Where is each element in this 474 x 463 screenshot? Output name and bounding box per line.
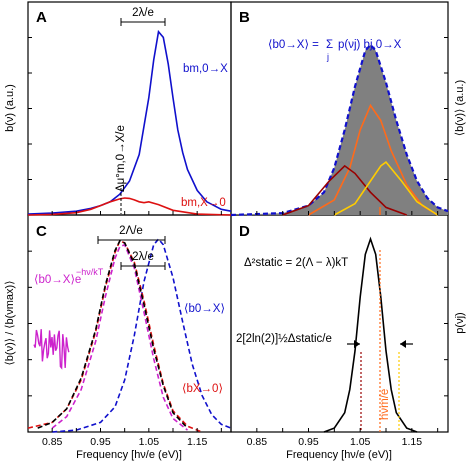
- panel-d-series-0: [323, 236, 418, 433]
- panel-c-outer-label: 2Λ/e: [119, 225, 143, 237]
- panel-d-label: D: [239, 223, 250, 240]
- panel-b-formula-lhs: ⟨b0→X⟩ =: [268, 38, 319, 51]
- panel-a-dashed-label: Δμ°m,0→X/e: [115, 125, 127, 192]
- panel-a-annotations: 2λ/e Δμ°m,0→X/e bm,0→X bm,X→0: [115, 7, 228, 214]
- panel-b-series-2: [282, 164, 407, 216]
- panel-d-hvm-label: hνm/e: [379, 389, 391, 420]
- panel-c-series-2: [51, 243, 188, 431]
- panel-d-xtick-label-3: 1.15: [402, 436, 423, 448]
- panel-a-red-label: bm,X→0: [181, 197, 226, 209]
- panel-c-frame: [27, 214, 232, 433]
- panel-a-series-0: [27, 29, 232, 215]
- chart-marks: 0.85 0.95 1.05 1.15 0.85 0.95 1.05 1.15: [27, 29, 449, 448]
- panel-c-series-3: [37, 239, 189, 429]
- panel-d-left-arrowhead: [354, 340, 360, 348]
- panel-b-formula-rhs: p(νj) bj,0→X: [338, 39, 402, 51]
- panel-d-xtick-label-1: 0.95: [298, 436, 319, 448]
- panel-b-series-3: [333, 161, 439, 216]
- panel-d-right-arrowhead: [400, 340, 406, 348]
- panel-d-ylabel: p(νj): [454, 312, 466, 333]
- panel-a-bracket-label: 2λ/e: [132, 7, 154, 19]
- panel-c-ylabel: ⟨b(ν)⟩ / ⟨b(νmax)⟩: [4, 280, 16, 365]
- panel-c-magenta-label: ⟨b0→X⟩e: [34, 273, 81, 286]
- panel-c-xtick-label-2: 1.05: [139, 436, 160, 448]
- panel-b-ylabel: ⟨b(ν)⟩ (a.u.): [454, 80, 466, 136]
- panel-c-inner-label: 2λ/e: [132, 251, 154, 263]
- panel-d-width-label: 2[2ln(2)]½Δstatic/e: [236, 333, 332, 345]
- panel-c-xlabel: Frequency [hν/e (eV)]: [76, 449, 182, 461]
- panel-d-annotations: Δ²static = 2(Λ − λ)kT 2[2ln(2)]½Δstatic/…: [236, 250, 413, 432]
- panel-c-xtick-label-3: 1.15: [187, 436, 208, 448]
- panel-d-xtick-label-2: 1.05: [350, 436, 371, 448]
- panel-c-blue-label: ⟨b0→X⟩: [184, 302, 225, 315]
- panel-b-series-1: [308, 103, 439, 216]
- panel-b-formula-sub: j: [326, 52, 329, 62]
- panel-b-formula-sum: Σ: [326, 39, 333, 51]
- panel-b-series-0: [230, 43, 449, 217]
- panel-c-annotations: 2Λ/e 2λ/e ⟨b0→X⟩e −hν/kT ⟨b0→X⟩ ⟨bX→0⟩: [34, 225, 225, 395]
- panel-d-frame: [230, 214, 449, 433]
- panel-c-red-label: ⟨bX→0⟩: [182, 382, 223, 395]
- panel-d-static-eq: Δ²static = 2(Λ − λ)kT: [244, 257, 348, 269]
- panel-d-xlabel: Frequency [hν/e (eV)]: [286, 449, 392, 461]
- panel-a-label: A: [36, 9, 47, 26]
- panel-c-magenta-sup: −hν/kT: [76, 267, 104, 277]
- panel-a-frame: [27, 1, 232, 216]
- panel-b-label: B: [239, 9, 250, 26]
- panel-a-ylabel: b(ν) (a.u.): [4, 84, 16, 132]
- panel-c-xtick-label-1: 0.95: [90, 436, 111, 448]
- panel-d-xtick-label-0: 0.85: [247, 436, 268, 448]
- panel-b-annotations: ⟨b0→X⟩ = Σ j p(νj) bj,0→X: [268, 38, 402, 215]
- panel-c-noisy-trace: [33, 329, 70, 370]
- panel-c-xtick-label-0: 0.85: [42, 436, 63, 448]
- panel-c-label: C: [36, 223, 47, 240]
- panel-a-blue-label: bm,0→X: [183, 63, 228, 75]
- panel-a-series-1: [27, 197, 232, 216]
